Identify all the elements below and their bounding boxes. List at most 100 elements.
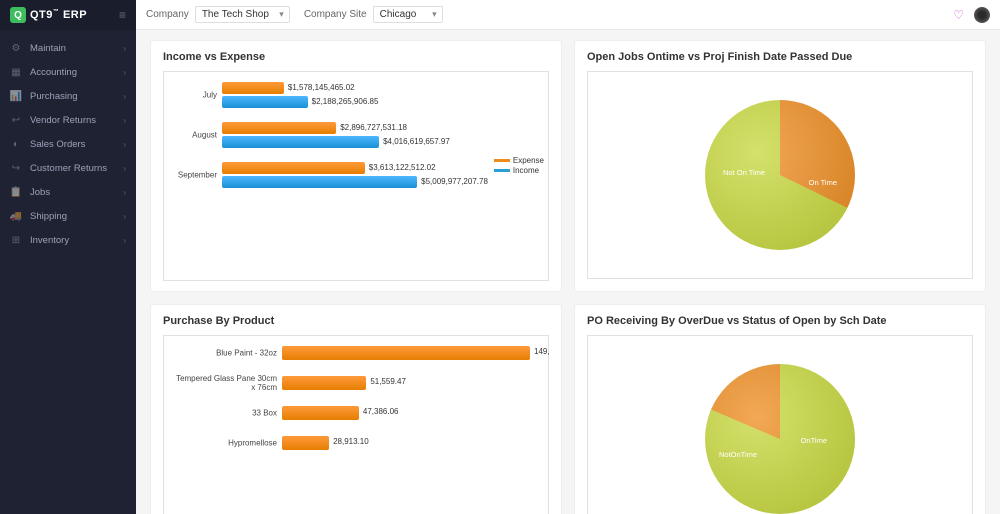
pie-chart: Not On Time On Time (705, 100, 855, 250)
bar-value: $2,896,727,531.18 (340, 123, 407, 132)
category-label: August (172, 131, 217, 140)
bar-group: September$3,613,122,512.02$5,009,977,207… (222, 162, 460, 188)
category-label: July (172, 91, 217, 100)
chart-legend: Expense Income (494, 155, 544, 176)
product-label: Blue Paint - 32oz (172, 349, 277, 358)
legend-swatch-expense (494, 159, 510, 162)
purchase-product-chart: Blue Paint - 32oz149,Tempered Glass Pane… (163, 335, 549, 514)
bar-value: 28,913.10 (333, 437, 369, 446)
notifications-icon[interactable]: ♡ (953, 8, 964, 22)
pie-slice-label: NotOnTime (719, 450, 757, 459)
card-open-jobs: Open Jobs Ontime vs Proj Finish Date Pas… (574, 40, 986, 292)
product-label: Hypromellose (172, 439, 277, 448)
menu-toggle-icon[interactable]: ≡ (119, 8, 126, 22)
nav-label: Jobs (30, 187, 50, 198)
sidebar-item-purchasing[interactable]: 📊 Purchasing › (0, 84, 136, 108)
pie-chart: OnTime NotOnTime (705, 364, 855, 514)
nav-icon: 📋 (10, 186, 22, 198)
chevron-right-icon: › (123, 116, 126, 125)
avatar[interactable] (974, 7, 990, 23)
sidebar-item-customer-returns[interactable]: ↪Customer Returns› (0, 156, 136, 180)
legend-label: Income (513, 166, 539, 175)
nav-label: Maintain (30, 43, 66, 54)
logo-bar: Q QT9™ ERP ≡ (0, 0, 136, 30)
chevron-right-icon: › (123, 140, 126, 149)
nav-icon: ⚙ (10, 42, 22, 54)
chevron-right-icon: › (123, 188, 126, 197)
bar: 47,386.06 (282, 406, 359, 420)
topbar: Company The Tech Shop Company Site Chica… (136, 0, 1000, 30)
bar-value: $5,009,977,207.78 (421, 177, 488, 186)
nav-label: Purchasing (30, 91, 78, 102)
card-title: Income vs Expense (163, 51, 549, 63)
pie-slice-label: Not On Time (723, 168, 765, 177)
site-select[interactable]: Chicago (373, 6, 443, 23)
sidebar-nav: ⚙ Maintain › ▦ Accounting › 📊 Purchasing › ↩ Vendo… (0, 30, 136, 514)
nav-icon: 🚚 (10, 210, 22, 222)
sidebar-item-accounting[interactable]: ▦Accounting› (0, 60, 136, 84)
category-label: September (172, 171, 217, 180)
card-title: Purchase By Product (163, 315, 549, 327)
sidebar-item-vendor-returns[interactable]: ↩ Vendor Returns › (0, 108, 136, 132)
card-title: PO Receiving By OverDue vs Status of Ope… (587, 315, 973, 327)
nav-label: Accounting (30, 67, 77, 78)
nav-label: Customer Returns (30, 163, 107, 174)
bar-value: $1,578,145,465.02 (288, 83, 355, 92)
company-select[interactable]: The Tech Shop (195, 6, 290, 23)
bar-value: 47,386.06 (363, 407, 399, 416)
bar-value: 51,559.47 (370, 377, 406, 386)
bar: $4,016,619,657.97 (222, 136, 379, 148)
bar-group: Hypromellose28,913.10 (282, 436, 530, 450)
bar-group: Blue Paint - 32oz149, (282, 346, 530, 360)
bar-value: $3,613,122,512.02 (369, 163, 436, 172)
chevron-right-icon: › (123, 44, 126, 53)
chevron-right-icon: › (123, 212, 126, 221)
bar-group: Tempered Glass Pane 30cm x 76cm51,559.47 (282, 376, 530, 390)
open-jobs-pie-chart: Not On Time On Time (587, 71, 973, 279)
bar-group: August$2,896,727,531.18$4,016,619,657.97 (222, 122, 460, 148)
bar-value: $2,188,265,906.85 (312, 97, 379, 106)
sidebar-item-inventory[interactable]: ⊞ Inventory › (0, 228, 136, 252)
bar: 28,913.10 (282, 436, 329, 450)
pie-slice-label: On Time (809, 178, 837, 187)
nav-icon: ↩ (10, 114, 22, 126)
sidebar-item-jobs[interactable]: 📋 Jobs › (0, 180, 136, 204)
po-receiving-pie-chart: OnTime NotOnTime (587, 335, 973, 514)
bar-group: 33 Box47,386.06 (282, 406, 530, 420)
bar: $5,009,977,207.78 (222, 176, 417, 188)
sidebar-item-maintain[interactable]: ⚙ Maintain › (0, 36, 136, 60)
nav-label: Inventory (30, 235, 69, 246)
chevron-right-icon: › (123, 92, 126, 101)
bar-group: July$1,578,145,465.02$2,188,265,906.85 (222, 82, 460, 108)
bar-value: $4,016,619,657.97 (383, 137, 450, 146)
sidebar-item-shipping[interactable]: 🚚 Shipping › (0, 204, 136, 228)
chevron-right-icon: › (123, 236, 126, 245)
chevron-right-icon: › (123, 164, 126, 173)
sidebar: Q QT9™ ERP ≡ ⚙ Maintain › ▦ Accounting › 📊 Purc… (0, 0, 136, 514)
pie-slice-label: OnTime (801, 436, 827, 445)
bar: 149, (282, 346, 530, 360)
logo-badge-icon: Q (10, 7, 26, 23)
nav-label: Shipping (30, 211, 67, 222)
sidebar-item-sales-orders[interactable]: ◐ Sales Orders › (0, 132, 136, 156)
nav-label: Sales Orders (30, 139, 85, 150)
nav-label: Vendor Returns (30, 115, 96, 126)
nav-icon: ▦ (10, 66, 22, 78)
bar: $1,578,145,465.02 (222, 82, 284, 94)
nav-icon: ◐ (10, 138, 22, 150)
company-label: Company (146, 9, 189, 20)
card-purchase-by-product: Purchase By Product Blue Paint - 32oz149… (150, 304, 562, 514)
income-expense-chart: July $1,578,145,465.02 $2,188,265,906.85 Au… (163, 71, 549, 281)
nav-icon: ⊞ (10, 234, 22, 246)
bar: $2,896,727,531.18 (222, 122, 336, 134)
bar: 51,559.47 (282, 376, 366, 390)
dashboard-content: Income vs Expense July $1,578,145,465.02 $… (136, 30, 1000, 514)
bar: $3,613,122,512.02 (222, 162, 365, 174)
nav-icon: 📊 (10, 90, 22, 102)
logo-text: QT9™ ERP (30, 9, 87, 21)
bar-value: 149, (534, 347, 550, 356)
bar: $2,188,265,906.85 (222, 96, 308, 108)
product-label: 33 Box (172, 409, 277, 418)
legend-swatch-income (494, 169, 510, 172)
card-income-vs-expense: Income vs Expense July $1,578,145,465.02 $… (150, 40, 562, 292)
